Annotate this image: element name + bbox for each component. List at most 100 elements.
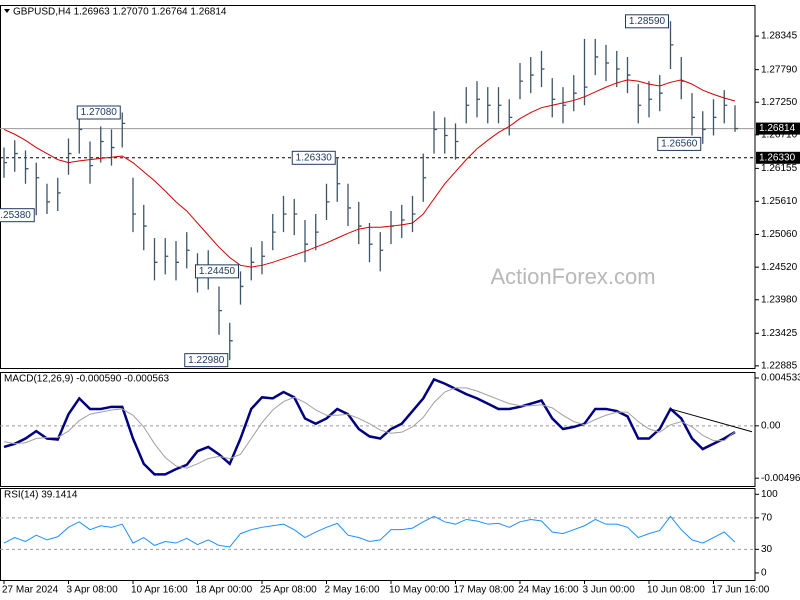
price-bar <box>3 147 7 178</box>
price-bar <box>67 138 72 175</box>
price-bar <box>153 238 158 281</box>
x-tick-label: 17 May 08:00 <box>454 585 515 596</box>
price-bar <box>358 201 362 245</box>
y-tick-label: 1.28345 <box>761 31 798 42</box>
price-bar <box>583 38 588 106</box>
annotation-box <box>195 264 239 279</box>
y-tick-label: 1.27250 <box>761 97 798 108</box>
price-bar <box>282 195 287 233</box>
price-label: 1.26330 <box>759 152 796 163</box>
price-bar <box>164 238 169 275</box>
y-tick-label: 70 <box>761 513 773 524</box>
price-bar <box>46 183 50 214</box>
price-bar <box>261 241 265 275</box>
price-bar <box>78 117 83 154</box>
price-bar <box>239 271 244 305</box>
y-tick-label: 0.00 <box>761 420 781 431</box>
annotation-label: 1.22980 <box>188 355 225 366</box>
price-bar <box>551 78 556 118</box>
annotation-box <box>657 136 702 151</box>
x-tick-label: 25 Apr 08:00 <box>260 585 317 596</box>
y-tick-label: 0.004533 <box>761 373 800 384</box>
price-bar <box>616 50 620 88</box>
price-bar <box>454 123 459 160</box>
price-bar <box>691 93 695 136</box>
y-tick-label: 1.26710 <box>761 129 798 140</box>
x-tick-label: 17 Jun 16:00 <box>712 585 770 596</box>
y-tick-label: 1.23425 <box>761 328 798 339</box>
price-bar <box>519 62 523 100</box>
price-bar <box>734 105 738 132</box>
price-bar <box>293 198 298 236</box>
price-bar <box>508 99 513 136</box>
y-tick-label: 0 <box>761 568 767 579</box>
price-bar <box>476 81 480 118</box>
indicator-line <box>3 387 736 469</box>
price-bar <box>35 162 40 216</box>
price-bar <box>24 150 29 184</box>
price-bar <box>401 204 405 239</box>
x-tick-label: 27 Mar 2024 <box>2 585 59 596</box>
price-bar <box>379 232 384 272</box>
annotation-label: 1.28590 <box>629 16 666 27</box>
x-tick-label: 10 May 00:00 <box>389 585 450 596</box>
moving-average <box>3 79 736 268</box>
price-bar <box>637 84 642 124</box>
price-label: 1.26814 <box>759 123 796 134</box>
price-bar <box>14 140 18 172</box>
y-tick-label: 1.24520 <box>761 262 798 273</box>
price-bar <box>422 153 427 202</box>
annotation-box <box>291 150 336 165</box>
price-bar <box>143 204 147 251</box>
x-tick-label: 18 Apr 00:00 <box>196 585 253 596</box>
price-bar <box>100 126 104 163</box>
panel-title: GBPUSD,H4 1.26963 1.27070 1.26764 1.2681… <box>13 7 227 18</box>
price-bar <box>605 44 609 82</box>
price-bar <box>175 241 179 281</box>
panel-frame <box>0 372 756 487</box>
indicator-line <box>3 377 736 476</box>
price-bar <box>89 141 93 184</box>
annotation-label: 1.26560 <box>661 139 698 150</box>
price-bar <box>702 111 706 144</box>
annotation-label: 1.26330 <box>296 152 333 163</box>
price-bar <box>304 220 308 263</box>
x-tick-label: 3 Apr 08:00 <box>67 585 119 596</box>
price-bar <box>594 38 599 76</box>
panel-title: RSI(14) 39.1414 <box>4 490 78 501</box>
price-bar <box>57 177 61 211</box>
price-bar <box>411 195 416 233</box>
y-tick-label: 30 <box>761 544 773 555</box>
annotation-box <box>625 14 669 29</box>
annotation-box <box>0 208 35 223</box>
price-bar <box>272 213 276 251</box>
price-bar <box>573 75 577 112</box>
price-bar <box>659 75 663 112</box>
price-bar <box>250 247 255 281</box>
symbol-marker <box>4 9 10 13</box>
price-bar <box>497 87 502 124</box>
price-bar <box>669 21 674 70</box>
x-tick-label: 3 Jun 00:00 <box>583 585 636 596</box>
price-bar <box>723 90 728 124</box>
indicator-line <box>3 515 736 548</box>
price-bar <box>562 87 566 124</box>
x-tick-label: 24 May 16:00 <box>518 585 579 596</box>
panel-title: MACD(12,26,9) -0.000590 -0.000563 <box>4 374 170 385</box>
price-bar <box>325 183 330 221</box>
y-tick-label: 1.26155 <box>761 163 798 174</box>
price-bar <box>336 157 341 202</box>
panel-frame <box>0 488 756 581</box>
annotation-label: 1.24450 <box>199 266 236 277</box>
price-bar <box>229 322 233 361</box>
x-tick-label: 10 Apr 16:00 <box>131 585 188 596</box>
price-bar <box>712 99 717 136</box>
price-bar <box>626 56 631 94</box>
price-bar <box>315 213 319 251</box>
price-bar <box>487 87 491 124</box>
x-tick-label: 10 Jun 08:00 <box>647 585 705 596</box>
watermark: ActionForex.com <box>490 264 655 289</box>
y-tick-label: 1.23980 <box>761 294 798 305</box>
